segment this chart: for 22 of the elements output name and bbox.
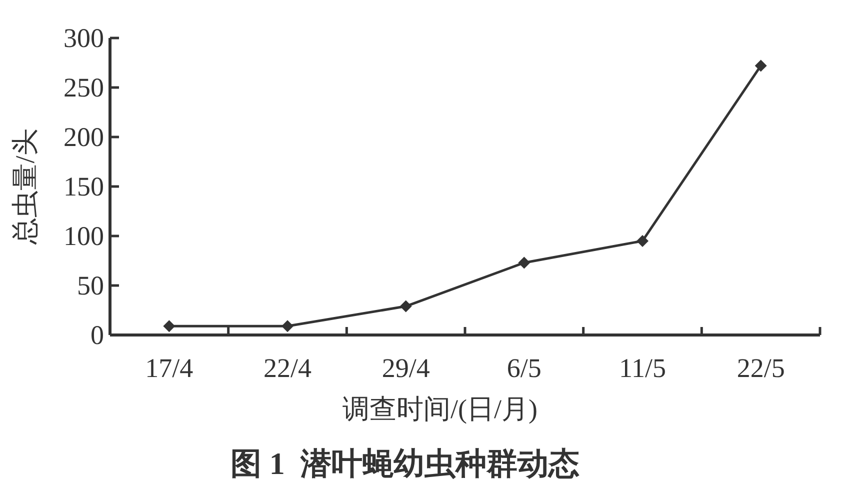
x-tick-label: 11/5 xyxy=(619,353,666,383)
y-tick-label: 200 xyxy=(64,122,104,152)
x-tick-label: 6/5 xyxy=(506,353,542,383)
point xyxy=(400,300,412,312)
point xyxy=(163,320,176,332)
x-tick-label: 22/5 xyxy=(736,353,785,383)
x-axis-title: 调查时间/(日/月) xyxy=(342,394,538,424)
y-tick-label: 100 xyxy=(64,221,104,251)
x-tick-label: 22/4 xyxy=(263,353,312,383)
x-tick-label: 29/4 xyxy=(382,353,430,383)
y-tick-label: 50 xyxy=(77,270,104,300)
point xyxy=(282,320,294,332)
y-axis-title: 总虫量/头 xyxy=(10,128,40,246)
x-tick-label: 17/4 xyxy=(145,353,194,383)
y-tick-label: 150 xyxy=(64,172,104,202)
y-tick-label: 300 xyxy=(64,23,104,53)
y-tick-label: 250 xyxy=(64,72,104,102)
point xyxy=(518,256,530,269)
point xyxy=(636,234,648,247)
point xyxy=(754,60,767,72)
y-tick-label: 0 xyxy=(90,320,104,350)
text: 图 1 潜叶蝇幼虫种群动态 xyxy=(230,446,580,481)
